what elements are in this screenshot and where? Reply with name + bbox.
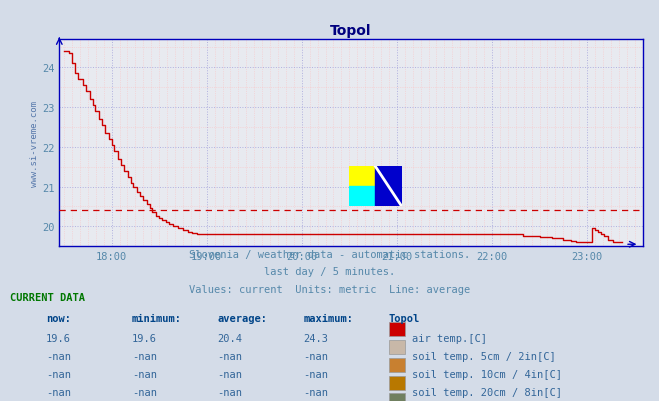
Bar: [389, 340, 405, 354]
Bar: [389, 322, 405, 336]
Text: 24.3: 24.3: [303, 334, 328, 344]
Y-axis label: www.si-vreme.com: www.si-vreme.com: [30, 101, 39, 186]
Bar: [349, 186, 375, 207]
Text: -nan: -nan: [217, 370, 243, 379]
Text: -nan: -nan: [132, 387, 157, 397]
Text: -nan: -nan: [303, 352, 328, 362]
Text: -nan: -nan: [303, 387, 328, 397]
Text: -nan: -nan: [303, 370, 328, 379]
Text: soil temp. 20cm / 8in[C]: soil temp. 20cm / 8in[C]: [412, 387, 562, 397]
Text: -nan: -nan: [132, 370, 157, 379]
Text: -nan: -nan: [217, 387, 243, 397]
Title: Topol: Topol: [330, 24, 372, 38]
Text: air temp.[C]: air temp.[C]: [412, 334, 487, 344]
Text: last day / 5 minutes.: last day / 5 minutes.: [264, 267, 395, 277]
Text: -nan: -nan: [132, 352, 157, 362]
Text: -nan: -nan: [217, 352, 243, 362]
Text: soil temp. 5cm / 2in[C]: soil temp. 5cm / 2in[C]: [412, 352, 556, 362]
Text: -nan: -nan: [46, 370, 71, 379]
Text: now:: now:: [46, 314, 71, 323]
Text: Values: current  Units: metric  Line: average: Values: current Units: metric Line: aver…: [189, 284, 470, 294]
Text: CURRENT DATA: CURRENT DATA: [10, 292, 85, 302]
Text: 20.4: 20.4: [217, 334, 243, 344]
Text: 19.6: 19.6: [46, 334, 71, 344]
Text: Slovenia / weather data - automatic stations.: Slovenia / weather data - automatic stat…: [189, 249, 470, 259]
Bar: [349, 166, 375, 186]
Text: soil temp. 10cm / 4in[C]: soil temp. 10cm / 4in[C]: [412, 370, 562, 379]
Text: maximum:: maximum:: [303, 314, 353, 323]
Bar: [389, 358, 405, 373]
Bar: [375, 166, 401, 207]
Text: average:: average:: [217, 314, 268, 323]
Text: 19.6: 19.6: [132, 334, 157, 344]
Text: -nan: -nan: [46, 387, 71, 397]
Text: Topol: Topol: [389, 314, 420, 323]
Text: -nan: -nan: [46, 352, 71, 362]
Text: minimum:: minimum:: [132, 314, 182, 323]
Bar: [389, 376, 405, 390]
Bar: [389, 393, 405, 401]
